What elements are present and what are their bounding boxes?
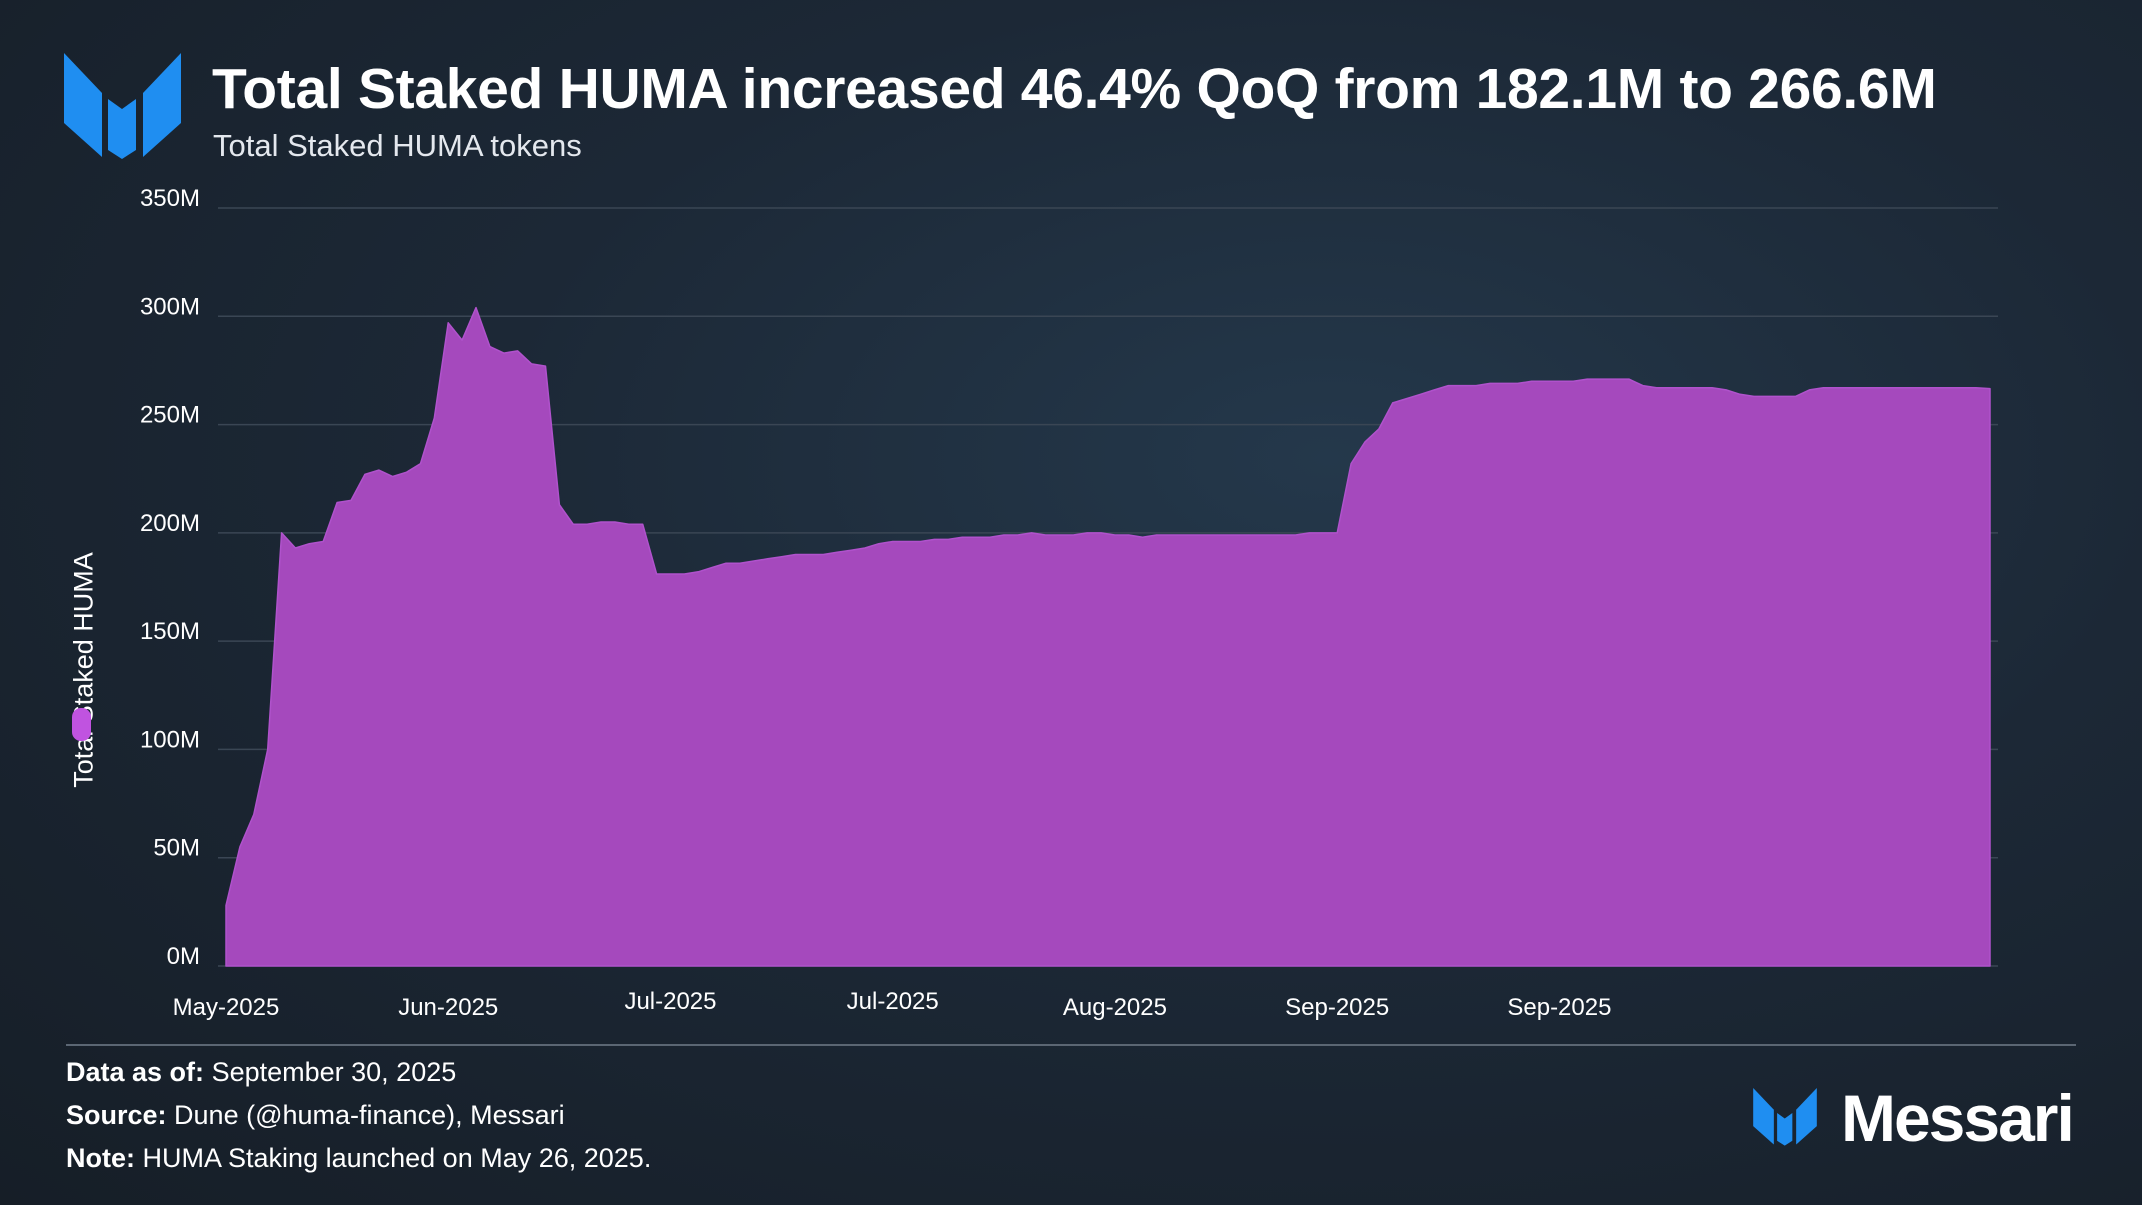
chart-title: Total Staked HUMA increased 46.4% QoQ fr…: [212, 57, 1937, 121]
y-tick-label: 0M: [167, 943, 200, 970]
footer-note: Note: HUMA Staking launched on May 26, 2…: [66, 1143, 651, 1174]
x-tick-label: Jul-2025: [624, 988, 716, 1015]
y-tick-label: 50M: [153, 835, 200, 862]
y-tick-label: 250M: [140, 402, 200, 429]
note-value: HUMA Staking launched on May 26, 2025.: [142, 1143, 652, 1173]
messari-brand-icon: [1753, 1088, 1817, 1146]
y-tick-label: 200M: [140, 510, 200, 537]
x-tick-label: Aug-2025: [1063, 994, 1167, 1021]
y-tick-label: 350M: [140, 185, 200, 212]
footer-source: Source: Dune (@huma-finance), Messari: [66, 1100, 565, 1131]
y-tick-label: 300M: [140, 293, 200, 320]
footer-data-as-of: Data as of: September 30, 2025: [66, 1057, 456, 1088]
y-tick-label: 150M: [140, 618, 200, 645]
y-tick-label: 100M: [140, 726, 200, 753]
x-tick-label: Sep-2025: [1285, 994, 1389, 1021]
series-area-total-staked-huma: [225, 306, 1991, 967]
footer-divider: [66, 1044, 2076, 1046]
messari-wordmark: Messari: [1841, 1081, 2075, 1155]
x-tick-label: Jun-2025: [398, 994, 498, 1021]
messari-logo-icon: [64, 53, 181, 159]
source-label: Source:: [66, 1100, 167, 1130]
y-axis-legend: Total Staked HUMA: [62, 440, 106, 788]
x-tick-label: May-2025: [173, 994, 280, 1021]
source-value: Dune (@huma-finance), Messari: [174, 1100, 565, 1130]
data-as-of-label: Data as of:: [66, 1057, 205, 1087]
note-label: Note:: [66, 1143, 135, 1173]
x-tick-label: Sep-2025: [1507, 994, 1611, 1021]
area-chart: 0M 50M 100M 150M 200M 250M 300M 350M May-2025 Jun…: [140, 185, 1998, 1021]
chart-subtitle: Total Staked HUMA tokens: [213, 128, 582, 163]
data-as-of-value: September 30, 2025: [211, 1057, 457, 1087]
legend-swatch: [72, 708, 91, 741]
x-tick-label: Jul-2025: [847, 988, 939, 1015]
